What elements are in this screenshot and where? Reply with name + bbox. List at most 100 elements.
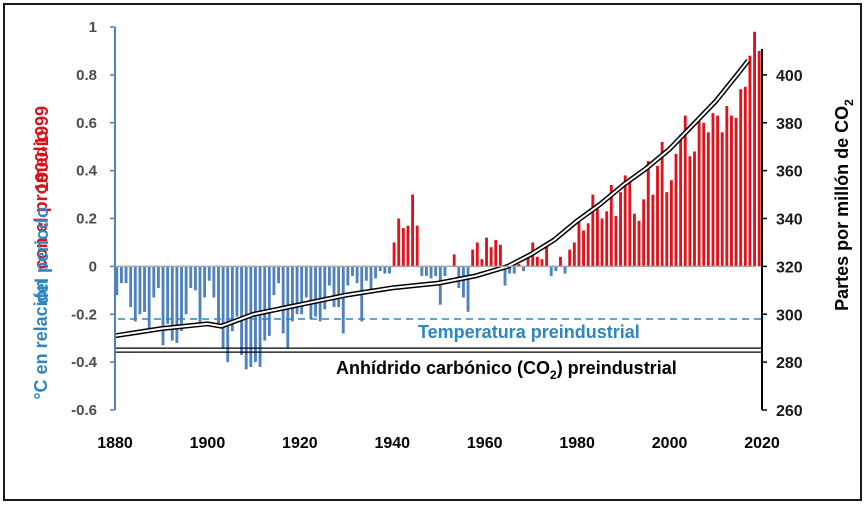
left-tick-label: 0.4 <box>76 163 98 180</box>
temperature-bar <box>471 249 475 267</box>
temperature-bar <box>683 115 687 267</box>
temperature-bar <box>327 266 331 286</box>
x-tick-label: 2020 <box>744 435 780 452</box>
temperature-bar <box>517 263 521 267</box>
temperature-bar <box>193 266 197 291</box>
temperature-bar <box>281 266 285 334</box>
temperature-bar <box>688 156 692 267</box>
temperature-bar <box>619 192 622 267</box>
temperature-bar <box>628 182 632 267</box>
temperature-bar <box>623 175 627 267</box>
temperature-bar <box>212 266 216 298</box>
temperature-bar <box>512 266 516 274</box>
temperature-bar <box>217 266 220 324</box>
temperature-bar <box>263 266 267 341</box>
temperature-bar <box>665 192 669 267</box>
temperature-bar <box>226 266 230 363</box>
temperature-bar <box>757 50 761 267</box>
temperature-bar <box>489 247 493 267</box>
temperature-bar <box>702 122 706 267</box>
temperature-bar <box>378 266 382 272</box>
x-tick-label: 1900 <box>190 435 226 452</box>
left-axis-label-line1-red: con el promedio <box>31 130 51 269</box>
left-tick-label: -0.2 <box>71 306 97 323</box>
temperature-bar <box>466 266 470 312</box>
right-tick-label: 280 <box>776 355 803 372</box>
temperature-bar <box>364 266 368 281</box>
temperature-bar <box>600 218 604 267</box>
right-tick-label: 320 <box>776 259 803 276</box>
temperature-bar <box>401 228 405 267</box>
temperature-bar <box>679 134 683 267</box>
right-tick-label: 300 <box>776 307 803 324</box>
temperature-bar <box>397 218 401 267</box>
temperature-bar <box>697 120 701 267</box>
temperature-bar <box>438 266 442 305</box>
temperature-bar <box>272 266 276 296</box>
temperature-bar <box>133 266 137 322</box>
temperature-bar <box>411 194 415 267</box>
x-tick-label: 1960 <box>467 435 503 452</box>
temperature-bar <box>498 244 502 267</box>
preindustrial-co2-label-a: Anhídrido carbónico (CO <box>336 358 550 378</box>
temperature-bar <box>526 254 530 267</box>
temperature-bar <box>295 266 299 315</box>
temperature-bar <box>415 225 419 267</box>
temperature-bar <box>642 199 646 267</box>
left-tick-label: 0.8 <box>76 67 97 84</box>
temperature-bar <box>674 153 678 267</box>
temperature-bar <box>119 266 123 284</box>
temperature-bar <box>669 180 673 267</box>
temperature-bar <box>452 254 456 267</box>
temperature-bar <box>332 266 336 308</box>
co2-curve-inner <box>114 59 749 337</box>
temperature-bar <box>475 242 479 267</box>
left-axis-label-line1: °C en relación con el promedio <box>31 130 51 399</box>
temperature-bar <box>300 266 304 315</box>
x-tick-label: 1940 <box>374 435 410 452</box>
temperature-bar <box>577 218 581 267</box>
temperature-bar <box>230 266 234 332</box>
temperature-bar <box>175 266 179 343</box>
temperature-bar <box>651 194 655 267</box>
temperature-bar <box>711 113 715 267</box>
left-tick-label: 0.2 <box>76 211 97 228</box>
temperature-bar <box>392 242 396 267</box>
left-tick-label: 1 <box>89 19 97 36</box>
preindustrial-temp-label: Temperatura preindustrial <box>418 322 640 342</box>
temperature-bar <box>337 266 341 308</box>
temperature-bar <box>563 266 567 274</box>
temperature-bar <box>267 266 271 336</box>
temperature-bar <box>646 161 650 267</box>
temperature-bar <box>716 115 720 267</box>
temperature-bar <box>540 259 544 267</box>
temperature-bar <box>189 266 193 288</box>
temperature-bar <box>129 266 133 308</box>
temperature-bar <box>152 266 156 298</box>
temperature-bar <box>221 266 225 348</box>
temperature-bar <box>161 266 165 346</box>
left-axis-label-line2: del periodo 1900-1999 <box>32 106 52 304</box>
left-tick-label: -0.4 <box>71 354 98 371</box>
temperature-bar <box>730 115 733 267</box>
temperature-bar <box>480 259 484 267</box>
temperature-bar <box>582 230 586 267</box>
temperature-bar <box>240 266 244 355</box>
temperature-bar <box>739 89 743 267</box>
temperature-bar <box>425 266 428 276</box>
chart-frame <box>3 3 862 501</box>
temperature-bar <box>309 266 313 320</box>
preindustrial-co2-label-sub: 2 <box>550 368 557 382</box>
preindustrial-co2-label: Anhídrido carbónico (CO2) preindustrial <box>336 358 677 382</box>
temperature-bar <box>258 266 262 367</box>
temperature-bar <box>586 223 590 267</box>
temperature-bar <box>545 242 549 267</box>
temperature-bar <box>180 266 183 332</box>
temperature-bar <box>369 266 373 293</box>
left-tick-label: 0 <box>89 258 97 275</box>
temperature-bar <box>725 105 729 267</box>
x-tick-label: 1920 <box>282 435 318 452</box>
temperature-bar <box>434 266 438 276</box>
right-axis-label: Partes por millón de CO2 <box>832 99 856 311</box>
temperature-bar <box>554 266 558 272</box>
